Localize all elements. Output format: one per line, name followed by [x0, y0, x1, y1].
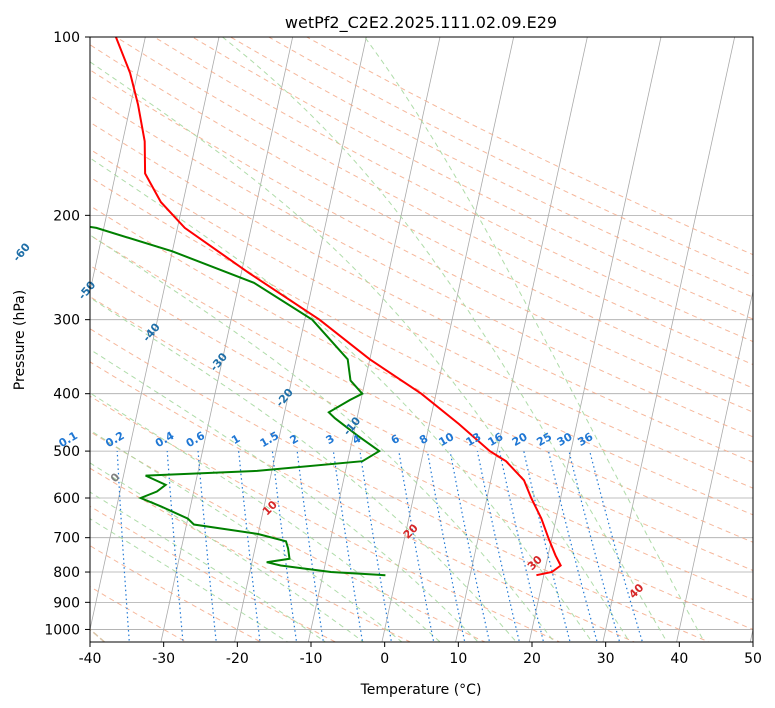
mixing-ratio-line: [332, 451, 364, 642]
dry-adiabat-line: [90, 264, 753, 601]
dry-adiabat-line: [90, 395, 561, 642]
moist-adiabat-line: [90, 296, 517, 642]
y-tick-label: 400: [53, 387, 80, 403]
moist-adiabat-line: [90, 491, 327, 642]
isotherm-line: [90, 37, 146, 294]
dewpoint-profile-line: [90, 225, 386, 577]
moist-adiabat-line: [90, 348, 479, 642]
dry-adiabat-line: [115, 37, 753, 366]
x-tick-label: -20: [226, 651, 249, 667]
mixing-ratio-line: [166, 451, 184, 642]
x-tick-label: 20: [523, 651, 541, 667]
mixing-ratio-line: [398, 450, 435, 642]
y-tick-label: 900: [53, 595, 80, 611]
mixing-ratio-line: [296, 451, 324, 642]
y-tick-label: 300: [53, 313, 80, 329]
dry-adiabat-line: [90, 430, 487, 642]
moist-adiabat-line: [221, 37, 668, 642]
moist-adiabat-line: [90, 157, 593, 642]
dry-adiabat-line: [90, 234, 753, 572]
dry-adiabat-line: [192, 37, 753, 320]
dry-adiabat-line: [90, 296, 753, 630]
temperature-profile-line: [114, 37, 562, 577]
dry-adiabat-line: [90, 95, 753, 438]
isotherm-line: [528, 37, 662, 642]
x-tick-label: 0: [380, 651, 389, 667]
x-axis-label: Temperature (°C): [360, 682, 482, 698]
y-axis-label: Pressure (hPa): [12, 290, 28, 390]
x-axis-ticks: -40 -30 -20 -10 0 10 20 30 40 50: [79, 642, 762, 667]
isotherm-line: [455, 37, 588, 642]
mixing-ratio-line: [197, 451, 217, 642]
y-tick-label: 500: [53, 444, 80, 460]
dry-adiabat-line: [90, 148, 753, 489]
moist-adiabat-line: [90, 392, 441, 642]
moist-adiabat-line: [90, 234, 555, 642]
y-axis-ticks: 1000 900 800 700 600 500 400 300 200 100: [44, 30, 90, 638]
dry-adiabat-line: [90, 328, 711, 642]
chart-title: wetPf2_C2E2.2025.111.02.09.E29: [285, 13, 557, 33]
x-tick-label: -40: [79, 651, 102, 667]
x-tick-label: 30: [597, 651, 615, 667]
y-tick-label: 100: [53, 30, 80, 46]
isotherm-line: [676, 289, 753, 642]
isotherm-line: [602, 37, 736, 642]
x-tick-label: -30: [152, 651, 175, 667]
isotherm-line: [234, 37, 367, 642]
plot-area: [90, 37, 753, 642]
mixing-ratio-line: [116, 451, 130, 642]
dry-adiabat-line: [90, 176, 753, 516]
mixing-ratio-line: [589, 450, 644, 642]
dry-adiabat-line: [90, 505, 337, 642]
dry-adiabat-line: [90, 44, 753, 389]
isotherm-line: [381, 37, 515, 642]
x-tick-label: -10: [300, 651, 323, 667]
y-tick-label: 800: [53, 565, 80, 581]
moist-adiabat-line: [364, 37, 705, 642]
isotherm-line: [307, 37, 441, 642]
moist-adiabat-line: [90, 429, 403, 642]
x-tick-label: 50: [744, 651, 762, 667]
y-tick-label: 600: [53, 491, 80, 507]
x-tick-label: 40: [670, 651, 688, 667]
y-tick-label: 700: [53, 531, 80, 547]
y-tick-label: 200: [53, 208, 80, 224]
plot-frame: [89, 36, 754, 643]
x-tick-label: 10: [449, 651, 467, 667]
mixing-ratio-line: [359, 451, 393, 642]
y-tick-label: 1000: [44, 622, 80, 638]
